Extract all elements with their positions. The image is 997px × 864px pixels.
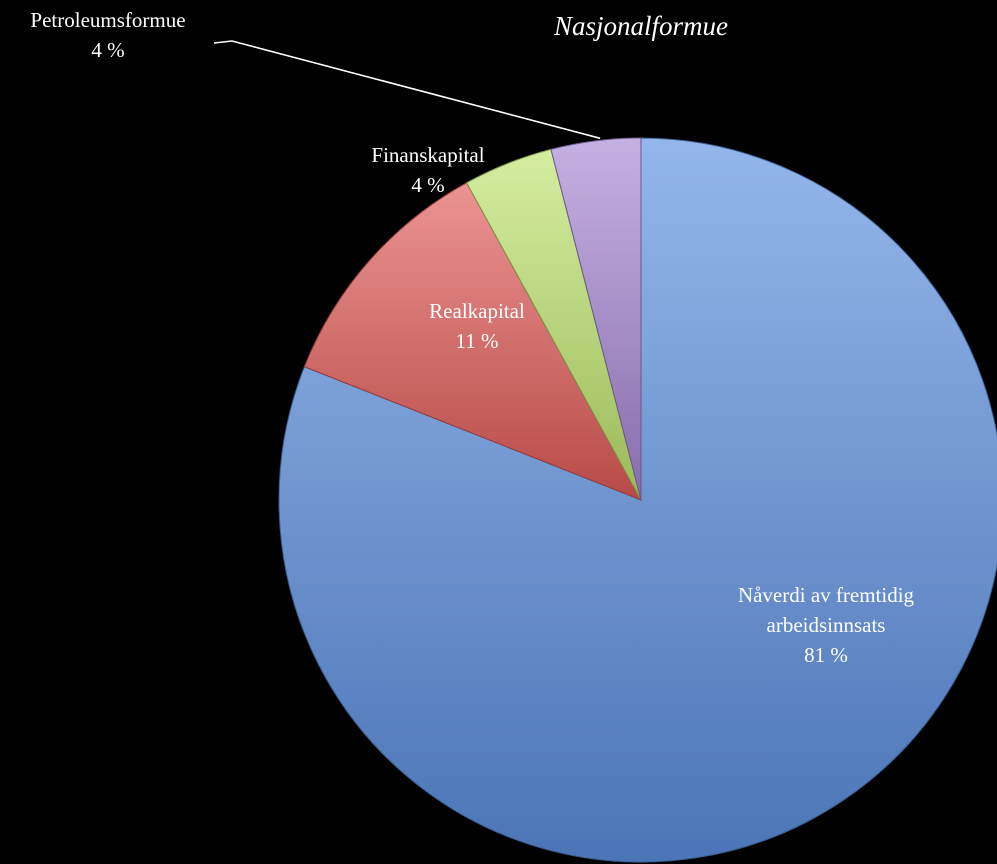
labels-layer: Nåverdi av fremtidig arbeidsinnsats 81 % Re…: [30, 8, 914, 667]
pie-slice-petroleumsformue: [550, 137, 642, 501]
slice-value-realkapital: 11 %: [456, 329, 499, 353]
slice-value-petroleumsformue: 4 %: [91, 38, 124, 62]
chart-title: Nasjonalformue: [553, 11, 728, 41]
slice-label-naverdi-av-fremtidig-2: arbeidsinnsats: [767, 613, 886, 637]
slices-layer: [278, 137, 997, 863]
slice-label-realkapital: Realkapital: [429, 299, 525, 323]
leader-line-petroleumsformue: [213, 40, 601, 140]
pie-slice-naverdi-av-fremtidig: [278, 137, 997, 863]
slice-label-finanskapital: Finanskapital: [371, 143, 484, 167]
pie-slice-realkapital: [303, 182, 643, 501]
slice-label-petroleumsformue: Petroleumsformue: [30, 8, 185, 32]
slice-value-finanskapital: 4 %: [411, 173, 444, 197]
slice-value-naverdi-av-fremtidig: 81 %: [804, 643, 848, 667]
slice-label-naverdi-av-fremtidig-1: Nåverdi av fremtidig: [738, 583, 915, 607]
